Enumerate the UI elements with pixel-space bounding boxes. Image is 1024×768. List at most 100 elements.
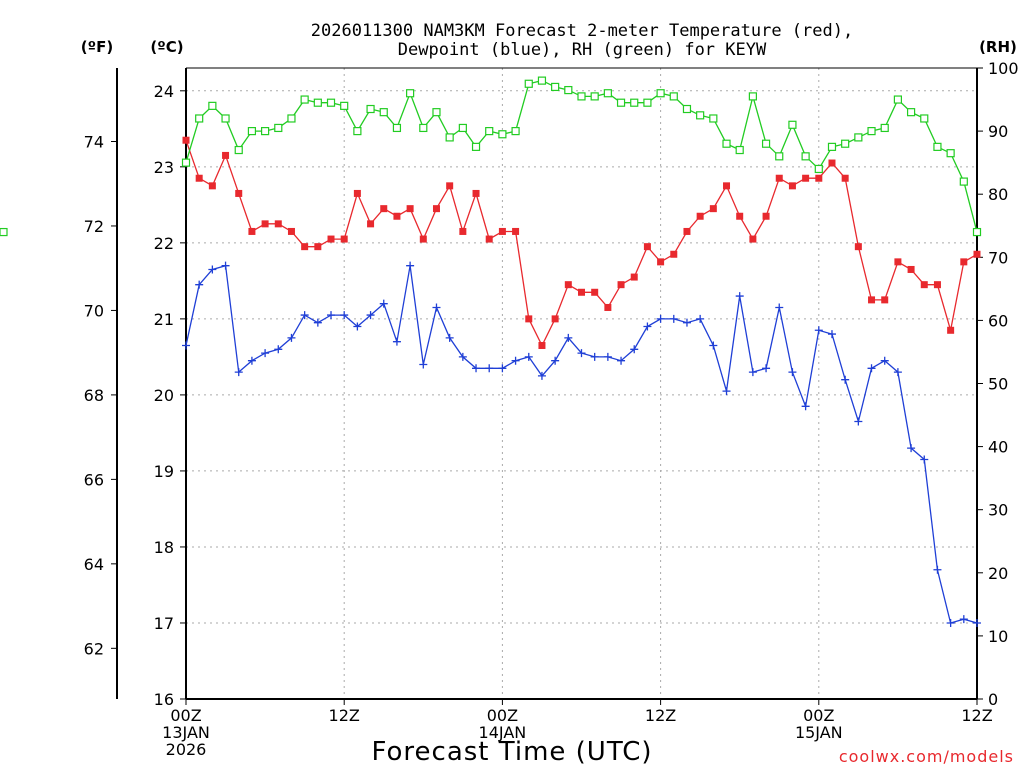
rh-tick-label: 80 [988, 185, 1008, 204]
rh-point [656, 89, 665, 98]
rh-point [511, 126, 520, 136]
dewpoint-point [221, 261, 230, 270]
rh-point [577, 92, 586, 101]
dewpoint-point [379, 299, 388, 308]
temperature-point [683, 227, 691, 235]
rh-point [867, 126, 876, 136]
x-tick-label: 00Z [487, 706, 518, 725]
x-tick-label: 12Z [329, 706, 360, 725]
temperature-point [696, 212, 704, 220]
temperature-point [788, 182, 796, 190]
dewpoint-point [498, 364, 507, 373]
dewpoint-point [537, 371, 546, 380]
celsius-tick-label: 19 [154, 462, 174, 481]
temperature-point [472, 189, 480, 197]
rh-point [761, 139, 771, 148]
dewpoint-point [827, 330, 836, 339]
temperature-point [591, 288, 599, 296]
temperature-point [380, 205, 388, 213]
dewpoint-point [748, 368, 757, 377]
dewpoint-point [709, 341, 718, 350]
rh-point [972, 227, 982, 237]
rh-point [959, 177, 968, 186]
temperature-point [564, 281, 572, 289]
fahrenheit-tick-label: 74 [84, 132, 104, 151]
temperature-point [578, 288, 585, 296]
fahrenheit-tick-label: 72 [84, 217, 104, 236]
rh-point [735, 145, 744, 155]
rh-point [709, 114, 718, 123]
dewpoint-point [946, 618, 955, 627]
temperature-point [802, 174, 810, 182]
temperature-point [643, 243, 651, 251]
dewpoint-point [524, 352, 533, 361]
temperature-point [301, 243, 309, 251]
temperature-point [525, 315, 533, 323]
rh-tick-label: 60 [988, 311, 1008, 330]
rh-point [300, 95, 309, 104]
dewpoint-point [696, 314, 705, 323]
rh-tick-label: 100 [988, 59, 1019, 78]
dewpoint-point [327, 311, 336, 320]
dewpoint-point [247, 356, 256, 365]
series-temperature [182, 136, 981, 349]
rh-point [406, 89, 415, 98]
temperature-point [222, 151, 230, 159]
dewpoint-point [722, 387, 731, 396]
temperature-point [367, 220, 375, 228]
dewpoint-point [933, 565, 942, 574]
temperature-point [512, 227, 520, 235]
dewpoint-point [841, 375, 850, 384]
rh-tick-label: 50 [988, 375, 1008, 394]
temperature-point [314, 243, 322, 251]
celsius-tick-label: 22 [154, 234, 174, 253]
rh-point [801, 152, 810, 161]
rh-point [353, 126, 362, 136]
rh-point [748, 92, 757, 101]
temperature-point [933, 281, 941, 289]
temperature-point [432, 205, 440, 213]
temperature-point [617, 281, 625, 289]
dewpoint-point [340, 311, 349, 320]
dewpoint-point [406, 261, 415, 270]
chart-title-line2: Dewpoint (blue), RH (green) for KEYW [398, 40, 767, 60]
rh-point [379, 108, 388, 117]
temperature-point [393, 212, 401, 220]
fahrenheit-tick-label: 70 [84, 301, 104, 320]
rh-point [590, 92, 599, 101]
temperature-point [894, 258, 902, 266]
rh-tick-label: 90 [988, 122, 1008, 141]
dewpoint-point [801, 402, 810, 411]
dewpoint-point [920, 455, 929, 464]
temperature-point [261, 220, 269, 228]
dewpoint-point [959, 615, 968, 624]
rh-tick-label: 40 [988, 438, 1008, 457]
temperature-point [538, 341, 546, 349]
dewpoint-point [366, 311, 375, 320]
celsius-tick-label: 24 [154, 82, 174, 101]
dewpoint-point [208, 265, 217, 274]
temperature-point [287, 227, 295, 235]
series-dewpoint [182, 261, 981, 627]
rh-point [498, 130, 507, 139]
celsius-tick-label: 17 [154, 614, 174, 633]
dewpoint-point [775, 303, 784, 312]
rh-point [366, 104, 375, 114]
fahrenheit-tick-label: 62 [84, 639, 104, 658]
rh-point [827, 142, 837, 151]
rh-tick-label: 10 [988, 627, 1008, 646]
rh-tick-label: 30 [988, 501, 1008, 520]
temperature-point [406, 205, 414, 213]
temperature-point [340, 235, 348, 243]
rh-point [445, 133, 454, 142]
dewpoint-point [458, 352, 467, 361]
temperature-point [881, 296, 889, 304]
rh-point [274, 123, 283, 133]
rh-point [234, 145, 243, 155]
rh-point [537, 76, 547, 85]
temperature-point [973, 250, 981, 258]
rh-point [603, 89, 612, 98]
rh-point [893, 95, 903, 104]
axis-unit-fahrenheit: (ºF) [81, 38, 113, 56]
